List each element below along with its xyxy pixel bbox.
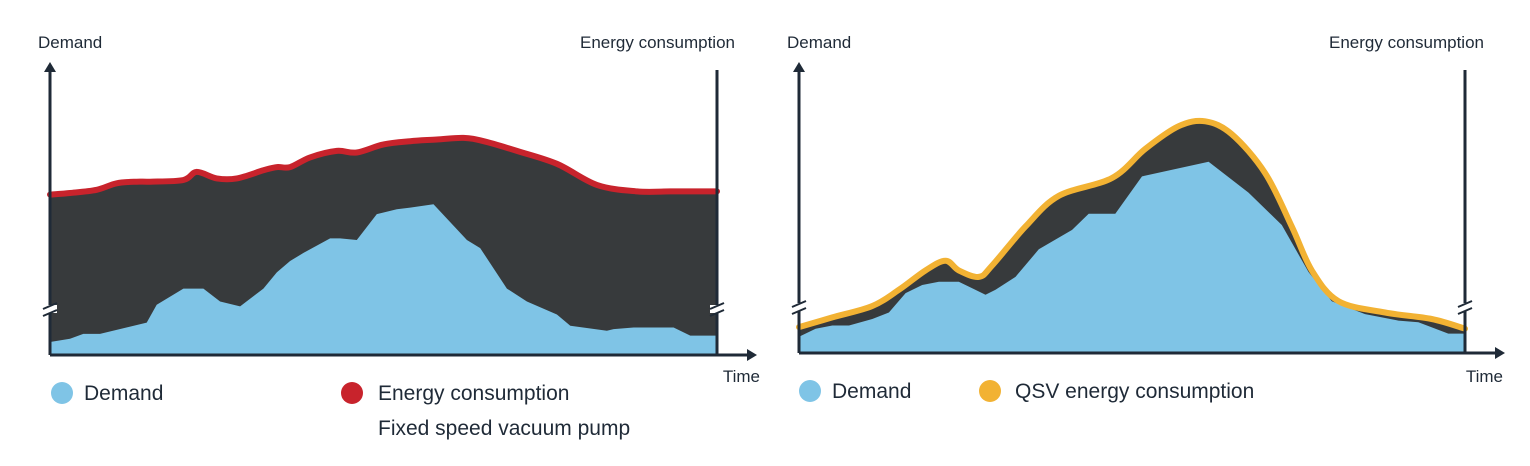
demand-area — [50, 204, 717, 355]
x-axis-label: Time — [1466, 367, 1503, 386]
axes — [42, 62, 757, 361]
chart-fixed-speed-pump: Demand Energy consumption Time Demand En… — [38, 33, 760, 440]
legend: Demand QSV energy consumption — [799, 380, 1254, 403]
legend-qsv-consumption-marker — [979, 380, 1001, 402]
legend-demand-marker — [799, 380, 821, 402]
y-axis-break-gap — [792, 303, 806, 311]
y-axis-arrow — [793, 62, 805, 72]
x-axis-arrow — [1495, 347, 1505, 359]
legend: Demand Energy consumption Fixed speed va… — [51, 382, 630, 440]
y-axis-label: Demand — [787, 33, 851, 52]
y-axis-break-mark — [42, 302, 58, 310]
demand-area — [799, 161, 1465, 353]
x-axis-label: Time — [723, 367, 760, 386]
y2-axis-label: Energy consumption — [1329, 33, 1484, 52]
demand-fill — [799, 161, 1465, 353]
legend-caption: Fixed speed vacuum pump — [378, 417, 630, 440]
consumption-curve — [47, 134, 720, 198]
y2-axis-break-mark — [709, 302, 725, 310]
y2-axis-break-mark — [1457, 307, 1473, 315]
y-axis-label: Demand — [38, 33, 102, 52]
y2-axis-break-mark — [709, 309, 725, 317]
y-axis-break-mark — [42, 309, 58, 317]
y2-axis-break-gap — [710, 305, 724, 313]
legend-qsv-consumption-label: QSV energy consumption — [1015, 380, 1254, 403]
legend-demand-marker — [51, 382, 73, 404]
axes — [791, 62, 1505, 359]
y-axis-break-mark — [791, 307, 807, 315]
y-axis-break-mark — [791, 300, 807, 308]
qsv-energy-consumption-line — [796, 117, 1468, 332]
y2-axis-break-mark — [1457, 300, 1473, 308]
legend-demand-label: Demand — [84, 382, 163, 405]
y2-axis-break-gap — [1458, 303, 1472, 311]
y-axis-break-gap — [43, 305, 57, 313]
y-axis-arrow — [44, 62, 56, 72]
x-axis-arrow — [747, 349, 757, 361]
legend-energy-consumption-marker — [341, 382, 363, 404]
energy-consumption-line — [47, 134, 720, 198]
legend-demand-label: Demand — [832, 380, 911, 403]
chart-qsv-pump: Demand Energy consumption Time Demand QS… — [787, 33, 1505, 403]
consumption-curve — [796, 117, 1468, 332]
legend-energy-consumption-label: Energy consumption — [378, 382, 569, 405]
demand-fill — [50, 204, 717, 355]
y2-axis-label: Energy consumption — [580, 33, 735, 52]
